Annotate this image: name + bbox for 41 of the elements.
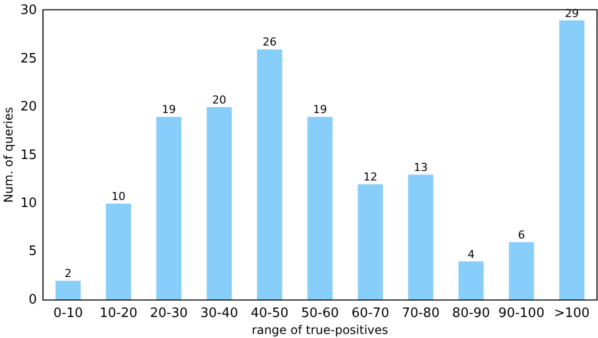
- bar: [56, 280, 81, 300]
- x-tick-label: 90-100: [498, 306, 544, 322]
- x-tick-label: >100: [554, 306, 590, 322]
- data-label: 19: [312, 103, 327, 116]
- bar: [106, 204, 132, 300]
- y-tick-label: 5: [28, 244, 37, 260]
- y-tick-label: 0: [28, 292, 37, 308]
- data-label: 12: [363, 170, 378, 184]
- bar: [156, 116, 182, 300]
- bar: [408, 174, 434, 300]
- bar: [358, 184, 383, 300]
- bar: [458, 261, 484, 300]
- data-label: 4: [468, 248, 475, 261]
- bar: [257, 49, 282, 300]
- data-label: 26: [262, 36, 277, 49]
- x-tick-label: 50-60: [301, 306, 339, 322]
- x-axis-title: range of true-positives: [252, 322, 388, 337]
- y-tick-label: 15: [20, 148, 37, 163]
- y-tick-label: 10: [20, 196, 37, 211]
- y-axis-title: Num. of queries: [1, 107, 16, 203]
- y-tick-label: 30: [20, 3, 37, 18]
- data-label: 6: [518, 228, 525, 242]
- x-tick-label: 70-80: [402, 306, 440, 322]
- x-tick-label: 20-30: [150, 306, 188, 322]
- x-tick-label: 80-90: [452, 306, 490, 322]
- data-label: 13: [414, 161, 428, 174]
- bar: [206, 107, 232, 300]
- bar: [559, 20, 584, 300]
- y-tick-label: 20: [20, 100, 37, 115]
- x-tick-label: 30-40: [200, 306, 238, 322]
- bar: [508, 242, 534, 300]
- x-tick-label: 40-50: [250, 306, 288, 322]
- x-tick-label: 10-20: [100, 306, 138, 322]
- data-label: 19: [162, 103, 176, 116]
- data-label: 10: [111, 190, 126, 203]
- data-label: 2: [64, 267, 72, 280]
- data-label: 20: [212, 94, 226, 107]
- bar: [307, 116, 333, 300]
- x-tick-label: 0-10: [53, 306, 83, 322]
- x-tick-label: 60-70: [351, 306, 390, 322]
- y-tick-label: 25: [20, 51, 37, 66]
